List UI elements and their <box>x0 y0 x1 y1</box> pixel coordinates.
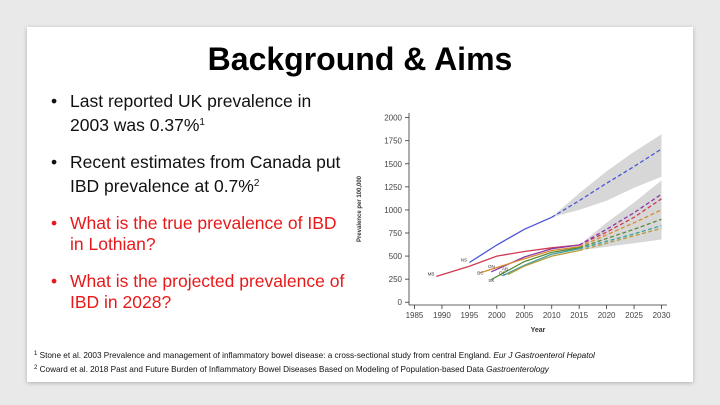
series-projected-line-bc <box>578 209 662 248</box>
reference-text: Coward et al. 2018 Past and Future Burde… <box>37 365 487 374</box>
series-observed-line-ns <box>469 216 552 264</box>
series-observed-line-bc <box>480 246 580 274</box>
y-tick-label: 1500 <box>384 160 402 169</box>
bullet-text: Recent estimates from Canada put IBD pre… <box>70 152 341 196</box>
y-tick-label: 1250 <box>384 183 402 192</box>
series-observed-line-qc <box>502 248 580 277</box>
reference-journal: Eur J Gastroenterol Hepatol <box>493 351 595 360</box>
reference-2: 2 Coward et al. 2018 Past and Future Bur… <box>34 362 684 376</box>
series-observed-line-ab <box>507 249 580 276</box>
x-tick-label: 2030 <box>653 311 671 320</box>
x-tick-label: 2010 <box>543 311 561 320</box>
references: 1 Stone et al. 2003 Prevalence and manag… <box>34 348 684 376</box>
series-projected-line-ab <box>579 227 662 252</box>
x-tick-label: 2000 <box>488 311 506 320</box>
y-tick-label: 1000 <box>384 206 402 215</box>
series-label-ns: NS <box>461 258 467 263</box>
y-tick-label: 1750 <box>384 137 402 146</box>
bullet-text: What is the projected prevalence of IBD … <box>70 271 345 312</box>
series-observed-line-mb <box>436 244 580 278</box>
series-projected-line-mb <box>578 198 662 246</box>
reference-text: Stone et al. 2003 Prevalence and managem… <box>37 351 494 360</box>
x-tick-label: 2015 <box>570 311 588 320</box>
series-label-ab: AB <box>502 266 508 271</box>
slide-title: Background & Aims <box>207 41 513 77</box>
reference-number: 2 <box>34 365 38 371</box>
upper-confidence-band <box>551 134 662 218</box>
prevalence-chart: 0 250 500 750 1000 1250 1500 1750 2000 1985 1990 19… <box>357 113 671 334</box>
x-tick-label: 1995 <box>460 311 478 320</box>
y-axis-label: Prevalence per 100,000 <box>357 175 363 242</box>
lower-confidence-band <box>579 180 662 251</box>
x-tick-label: 1985 <box>406 311 424 320</box>
series-projected-line-qc <box>579 224 662 250</box>
reference-journal: Gastroenterology <box>486 365 549 374</box>
slide: Background & Aims Last reported UK preva… <box>27 27 693 382</box>
y-tick-label: 2000 <box>384 114 402 123</box>
bullet-list: Last reported UK prevalence in 2003 was … <box>51 91 351 329</box>
bullet-projection-question: What is the projected prevalence of IBD … <box>51 271 351 313</box>
series-label-bc: BC <box>477 271 484 276</box>
series-label-sk: SK <box>488 278 494 283</box>
reference-1: 1 Stone et al. 2003 Prevalence and manag… <box>34 348 684 362</box>
citation-superscript: 2 <box>253 178 260 189</box>
series-observed-line-sk <box>490 247 580 281</box>
x-tick-label: 2020 <box>598 311 616 320</box>
series-projected-line-on <box>578 193 662 246</box>
series-label-on: ON <box>488 264 495 269</box>
y-tick-label: 750 <box>389 229 403 238</box>
series-label-qc: QC <box>499 271 507 276</box>
citation-superscript: 1 <box>199 117 205 128</box>
bullet-lothian-question: What is the true prevalence of IBD in Lo… <box>51 213 351 255</box>
reference-number: 1 <box>34 351 38 357</box>
bullet-canada-estimate: Recent estimates from Canada put IBD pre… <box>51 152 351 197</box>
x-tick-label: 1990 <box>433 311 451 320</box>
series-projected-line-sk <box>578 218 662 249</box>
bullet-uk-prevalence: Last reported UK prevalence in 2003 was … <box>51 91 351 136</box>
x-axis-label: Year <box>531 327 546 334</box>
y-tick-label: 250 <box>389 275 403 284</box>
series-label-mb: MB <box>428 271 435 276</box>
x-tick-label: 2025 <box>625 311 643 320</box>
series-projected-line-ns <box>551 148 662 218</box>
y-tick-label: 0 <box>398 298 403 307</box>
y-tick-label: 500 <box>389 252 403 261</box>
bullet-text: Last reported UK prevalence in 2003 was … <box>70 91 312 135</box>
x-tick-label: 2005 <box>515 311 533 320</box>
bullet-text: What is the true prevalence of IBD in Lo… <box>70 213 337 254</box>
